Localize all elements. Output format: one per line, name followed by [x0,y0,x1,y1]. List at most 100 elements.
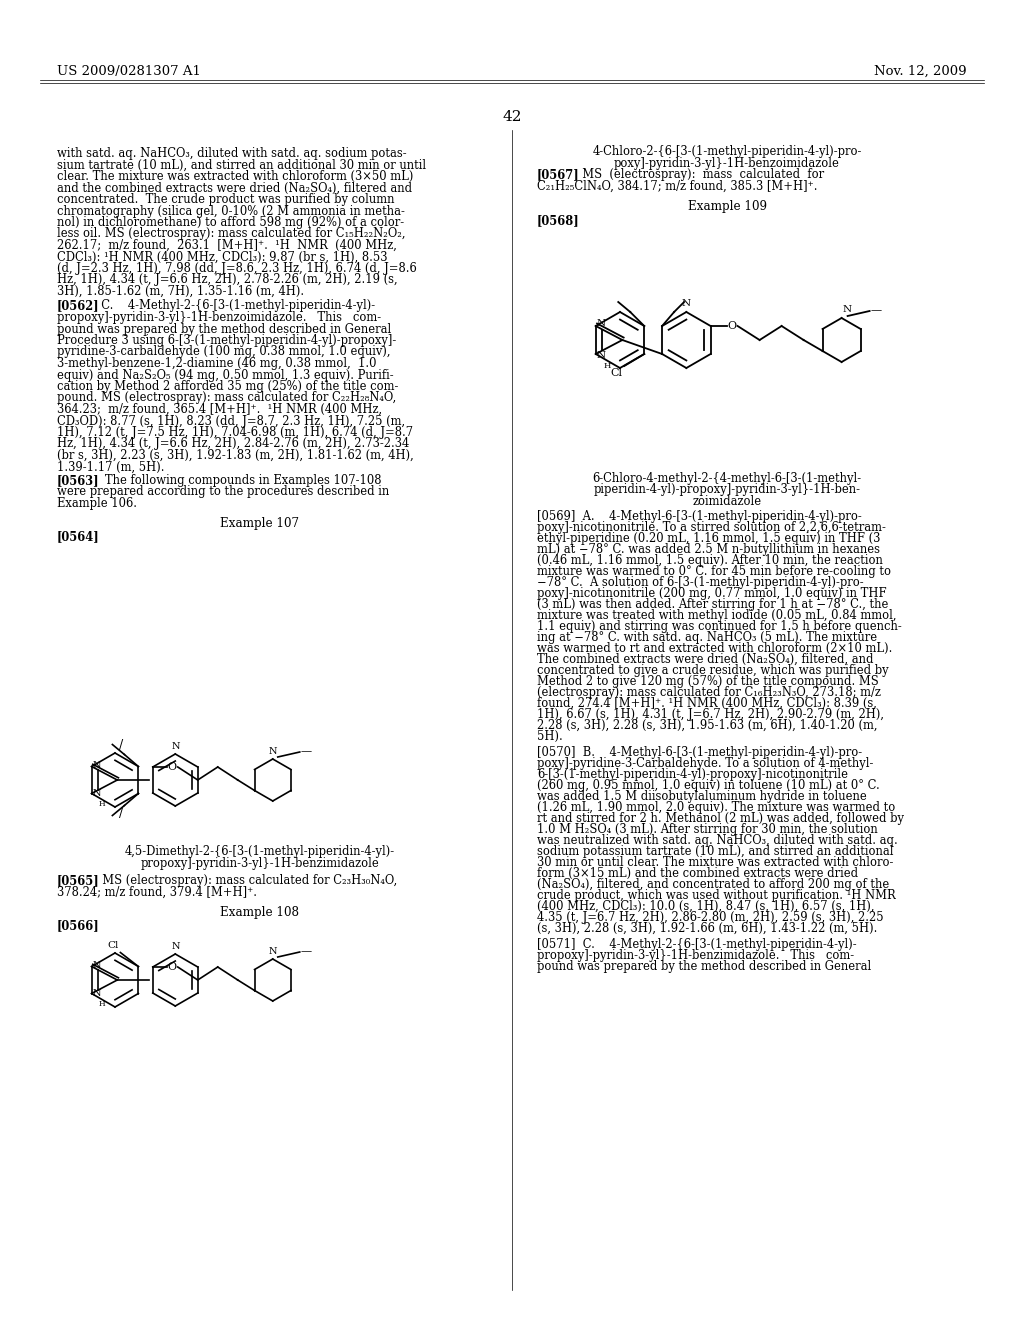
Text: (400 MHz, CDCl₃): 10.0 (s, 1H), 8.47 (s, 1H), 6.57 (s, 1H),: (400 MHz, CDCl₃): 10.0 (s, 1H), 8.47 (s,… [537,900,874,913]
Text: Example 109: Example 109 [687,201,767,213]
Text: clear. The mixture was extracted with chloroform (3×50 mL): clear. The mixture was extracted with ch… [57,170,414,183]
Text: propoxy]-pyridin-3-yl}-1H-benzimidazole.   This   com-: propoxy]-pyridin-3-yl}-1H-benzimidazole.… [537,949,854,962]
Text: poxy]-pyridin-3-yl}-1H-benzoimidazole: poxy]-pyridin-3-yl}-1H-benzoimidazole [614,157,840,169]
Text: CD₃OD): 8.77 (s, 1H), 8.23 (dd, J=8.7, 2.3 Hz, 1H), 7.25 (m,: CD₃OD): 8.77 (s, 1H), 8.23 (dd, J=8.7, 2… [57,414,406,428]
Text: [0570]  B.    4-Methyl-6-[3-(1-methyl-piperidin-4-yl)-pro-: [0570] B. 4-Methyl-6-[3-(1-methyl-piperi… [537,746,862,759]
Text: was warmed to rt and extracted with chloroform (2×10 mL).: was warmed to rt and extracted with chlo… [537,642,892,655]
Text: was added 1.5 M diisobutylaluminum hydride in toluene: was added 1.5 M diisobutylaluminum hydri… [537,789,866,803]
Text: 378.24; m/z found, 379.4 [M+H]⁺.: 378.24; m/z found, 379.4 [M+H]⁺. [57,886,257,899]
Text: CDCl₃): ¹H NMR (400 MHz, CDCl₃): 9.87 (br s, 1H), 8.53: CDCl₃): ¹H NMR (400 MHz, CDCl₃): 9.87 (b… [57,251,387,264]
Text: N: N [92,961,101,970]
Text: The following compounds in Examples 107-108: The following compounds in Examples 107-… [94,474,382,487]
Text: mixture was warmed to 0° C. for 45 min before re-cooling to: mixture was warmed to 0° C. for 45 min b… [537,565,891,578]
Text: (1.26 mL, 1.90 mmol, 2.0 equiv). The mixture was warmed to: (1.26 mL, 1.90 mmol, 2.0 equiv). The mix… [537,801,895,814]
Text: [0571]  C.    4-Methyl-2-{6-[3-(1-methyl-piperidin-4-yl)-: [0571] C. 4-Methyl-2-{6-[3-(1-methyl-pip… [537,939,857,950]
Text: were prepared according to the procedures described in: were prepared according to the procedure… [57,486,389,499]
Text: [0567]: [0567] [537,168,580,181]
Text: (s, 3H), 2.28 (s, 3H), 1.92-1.66 (m, 6H), 1.43-1.22 (m, 5H).: (s, 3H), 2.28 (s, 3H), 1.92-1.66 (m, 6H)… [537,921,878,935]
Text: N: N [268,747,278,756]
Text: cation by Method 2 afforded 35 mg (25%) of the title com-: cation by Method 2 afforded 35 mg (25%) … [57,380,398,393]
Text: MS (electrospray): mass calculated for C₂₃H₃₀N₄O,: MS (electrospray): mass calculated for C… [95,874,397,887]
Text: [0564]: [0564] [57,531,99,544]
Text: N: N [597,319,606,329]
Text: 2.28 (s, 3H), 2.28 (s, 3H), 1.95-1.63 (m, 6H), 1.40-1.20 (m,: 2.28 (s, 3H), 2.28 (s, 3H), 1.95-1.63 (m… [537,719,878,733]
Text: found, 274.4 [M+H]⁺. ¹H NMR (400 MHz, CDCl₃): 8.39 (s,: found, 274.4 [M+H]⁺. ¹H NMR (400 MHz, CD… [537,697,877,710]
Text: 6-Chloro-4-methyl-2-{4-methyl-6-[3-(1-methyl-: 6-Chloro-4-methyl-2-{4-methyl-6-[3-(1-me… [593,473,861,484]
Text: N: N [92,989,101,998]
Text: N: N [268,946,278,956]
Text: propoxy]-pyridin-3-yl}-1H-benzoimidazole.   This   com-: propoxy]-pyridin-3-yl}-1H-benzoimidazole… [57,312,381,323]
Text: (Na₂SO₄), filtered, and concentrated to afford 200 mg of the: (Na₂SO₄), filtered, and concentrated to … [537,878,889,891]
Text: [0566]: [0566] [57,919,99,932]
Text: —: — [870,305,882,315]
Text: The combined extracts were dried (Na₂SO₄), filtered, and: The combined extracts were dried (Na₂SO₄… [537,653,873,667]
Text: (3 mL) was then added. After stirring for 1 h at −78° C., the: (3 mL) was then added. After stirring fo… [537,598,889,611]
Text: [0563]: [0563] [57,474,99,487]
Text: C.    4-Methyl-2-{6-[3-(1-methyl-piperidin-4-yl)-: C. 4-Methyl-2-{6-[3-(1-methyl-piperidin-… [94,300,375,313]
Text: crude product, which was used without purification. ¹H NMR: crude product, which was used without pu… [537,888,896,902]
Text: 1.39-1.17 (m, 5H).: 1.39-1.17 (m, 5H). [57,461,165,474]
Text: (br s, 3H), 2.23 (s, 3H), 1.92-1.83 (m, 2H), 1.81-1.62 (m, 4H),: (br s, 3H), 2.23 (s, 3H), 1.92-1.83 (m, … [57,449,414,462]
Text: Example 107: Example 107 [220,516,299,529]
Text: 4.35 (t, J=6.7 Hz, 2H), 2.86-2.80 (m, 2H), 2.59 (s, 3H), 2.25: 4.35 (t, J=6.7 Hz, 2H), 2.86-2.80 (m, 2H… [537,911,884,924]
Text: 1.1 equiv) and stirring was continued for 1.5 h before quench-: 1.1 equiv) and stirring was continued fo… [537,620,902,634]
Text: ing at −78° C. with satd. aq. NaHCO₃ (5 mL). The mixture: ing at −78° C. with satd. aq. NaHCO₃ (5 … [537,631,878,644]
Text: 1.0 M H₂SO₄ (3 mL). After stirring for 30 min, the solution: 1.0 M H₂SO₄ (3 mL). After stirring for 3… [537,822,878,836]
Text: Example 108: Example 108 [220,906,299,919]
Text: pyridine-3-carbaldehyde (100 mg, 0.38 mmol, 1.0 equiv),: pyridine-3-carbaldehyde (100 mg, 0.38 mm… [57,346,390,359]
Text: 364.23;  m/z found, 365.4 [M+H]⁺.  ¹H NMR (400 MHz,: 364.23; m/z found, 365.4 [M+H]⁺. ¹H NMR … [57,403,382,416]
Text: /: / [119,739,123,752]
Text: Nov. 12, 2009: Nov. 12, 2009 [874,65,967,78]
Text: O: O [168,962,177,972]
Text: Method 2 to give 120 mg (57%) of the title compound. MS: Method 2 to give 120 mg (57%) of the tit… [537,675,879,688]
Text: concentrated.  The crude product was purified by column: concentrated. The crude product was puri… [57,193,394,206]
Text: rt and stirred for 2 h. Methanol (2 mL) was added, followed by: rt and stirred for 2 h. Methanol (2 mL) … [537,812,904,825]
Text: MS  (electrospray):  mass  calculated  for: MS (electrospray): mass calculated for [575,168,824,181]
Text: pound. MS (electrospray): mass calculated for C₂₂H₂₈N₄O,: pound. MS (electrospray): mass calculate… [57,392,396,404]
Text: —: — [301,746,312,756]
Text: 6-[3-(1-methyl-piperidin-4-yl)-propoxy]-nicotinonitrile: 6-[3-(1-methyl-piperidin-4-yl)-propoxy]-… [537,768,848,781]
Text: N: N [597,351,606,359]
Text: poxy]-pyridine-3-Carbaldehyde. To a solution of 4-methyl-: poxy]-pyridine-3-Carbaldehyde. To a solu… [537,756,873,770]
Text: US 2009/0281307 A1: US 2009/0281307 A1 [57,65,201,78]
Text: Cl: Cl [610,368,623,378]
Text: sium tartrate (10 mL), and stirred an additional 30 min or until: sium tartrate (10 mL), and stirred an ad… [57,158,426,172]
Text: form (3×15 mL) and the combined extracts were dried: form (3×15 mL) and the combined extracts… [537,867,858,880]
Text: H: H [604,362,611,370]
Text: 5H).: 5H). [537,730,563,743]
Text: pound was prepared by the method described in General: pound was prepared by the method describ… [537,960,871,973]
Text: /: / [119,808,123,821]
Text: N: N [92,762,101,770]
Text: Cl: Cl [106,941,119,950]
Text: (electrospray): mass calculated for C₁₆H₂₃N₃O, 273.18; m/z: (electrospray): mass calculated for C₁₆H… [537,686,881,700]
Text: concentrated to give a crude residue, which was purified by: concentrated to give a crude residue, wh… [537,664,889,677]
Text: (d, J=2.3 Hz, 1H), 7.98 (dd, J=8.6, 2.3 Hz, 1H), 6.74 (d, J=8.6: (d, J=2.3 Hz, 1H), 7.98 (dd, J=8.6, 2.3 … [57,261,417,275]
Text: nol) in dichloromethane) to afford 598 mg (92%) of a color-: nol) in dichloromethane) to afford 598 m… [57,216,404,228]
Text: N: N [92,789,101,799]
Text: chromatography (silica gel, 0-10% (2 M ammonia in metha-: chromatography (silica gel, 0-10% (2 M a… [57,205,404,218]
Text: N: N [682,300,691,308]
Text: pound was prepared by the method described in General: pound was prepared by the method describ… [57,322,391,335]
Text: poxy]-nicotinonitrile. To a stirred solution of 2,2,6,6-tetram-: poxy]-nicotinonitrile. To a stirred solu… [537,521,886,535]
Text: O: O [728,321,736,331]
Text: Hz, 1H), 4.34 (t, J=6.6 Hz, 2H), 2.84-2.76 (m, 2H), 2.73-2.34: Hz, 1H), 4.34 (t, J=6.6 Hz, 2H), 2.84-2.… [57,437,410,450]
Text: Example 106.: Example 106. [57,498,137,510]
Text: H: H [98,999,105,1007]
Text: less oil. MS (electrospray): mass calculated for C₁₅H₂₂N₂O₂,: less oil. MS (electrospray): mass calcul… [57,227,406,240]
Text: poxy]-nicotinonitrile (200 mg, 0.77 mmol, 1.0 equiv) in THF: poxy]-nicotinonitrile (200 mg, 0.77 mmol… [537,587,887,601]
Text: [0562]: [0562] [57,300,99,313]
Text: 4,5-Dimethyl-2-{6-[3-(1-methyl-piperidin-4-yl)-: 4,5-Dimethyl-2-{6-[3-(1-methyl-piperidin… [125,845,395,858]
Text: N: N [172,742,180,751]
Text: C₂₁H₂₅ClN₄O, 384.17; m/z found, 385.3 [M+H]⁺.: C₂₁H₂₅ClN₄O, 384.17; m/z found, 385.3 [M… [537,180,817,193]
Text: equiv) and Na₂S₂O₅ (94 mg, 0.50 mmol, 1.3 equiv). Purifi-: equiv) and Na₂S₂O₅ (94 mg, 0.50 mmol, 1.… [57,368,393,381]
Text: sodium potassium tartrate (10 mL), and stirred an additional: sodium potassium tartrate (10 mL), and s… [537,845,894,858]
Text: ethyl-piperidine (0.20 mL, 1.16 mmol, 1.5 equiv) in THF (3: ethyl-piperidine (0.20 mL, 1.16 mmol, 1.… [537,532,881,545]
Text: (0.46 mL, 1.16 mmol, 1.5 equiv). After 10 min, the reaction: (0.46 mL, 1.16 mmol, 1.5 equiv). After 1… [537,554,883,568]
Text: (260 mg, 0.95 mmol, 1.0 equiv) in toluene (10 mL) at 0° C.: (260 mg, 0.95 mmol, 1.0 equiv) in toluen… [537,779,880,792]
Text: [0568]: [0568] [537,214,580,227]
Text: H: H [98,800,105,808]
Text: N: N [843,305,852,314]
Text: with satd. aq. NaHCO₃, diluted with satd. aq. sodium potas-: with satd. aq. NaHCO₃, diluted with satd… [57,147,407,160]
Text: propoxy]-pyridin-3-yl}-1H-benzimidazole: propoxy]-pyridin-3-yl}-1H-benzimidazole [140,857,379,870]
Text: 3-methyl-benzene-1,2-diamine (46 mg, 0.38 mmol,  1.0: 3-methyl-benzene-1,2-diamine (46 mg, 0.3… [57,356,377,370]
